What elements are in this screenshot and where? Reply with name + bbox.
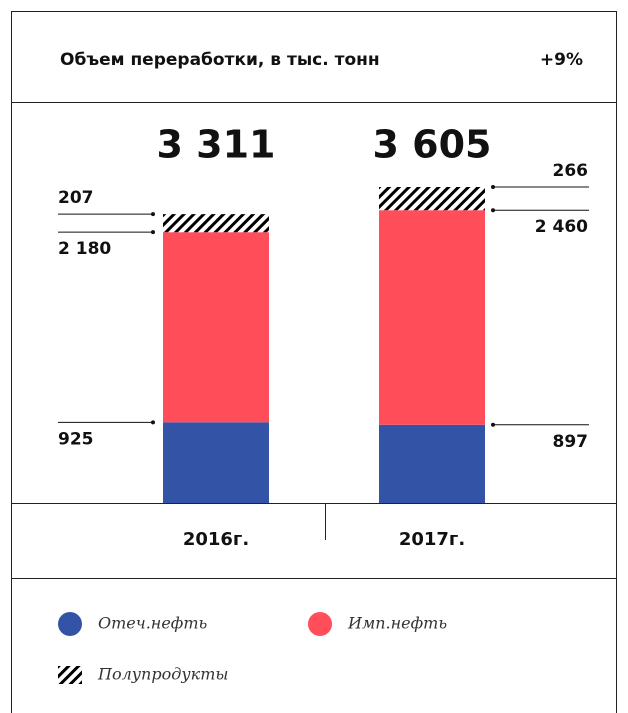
bar-segment: [379, 210, 485, 425]
value-label: 2 460: [535, 217, 588, 237]
total-label: 3 605: [373, 123, 492, 167]
bar-segment: [163, 214, 269, 233]
value-label: 266: [553, 161, 589, 181]
legend-swatch: [58, 612, 82, 636]
leader-dot: [491, 208, 495, 213]
bar-segment: [379, 424, 485, 503]
leader-dot: [491, 422, 495, 427]
leader-dot: [151, 420, 155, 425]
value-label: 897: [553, 432, 589, 452]
bar-segment: [379, 187, 485, 211]
leader-dot: [151, 212, 155, 217]
legend-label: Имп.нефть: [347, 614, 447, 633]
legend-swatch: [308, 612, 332, 636]
leader-dot: [491, 185, 495, 189]
bar-segment: [163, 422, 269, 503]
legend-label: Отеч.нефть: [98, 614, 207, 633]
chart-title: Объем переработки, в тыс. тонн: [60, 50, 380, 70]
value-label: 2 180: [58, 239, 111, 259]
frame: [11, 11, 617, 713]
x-tick-label: 2016г.: [183, 529, 249, 550]
leader-dot: [151, 230, 155, 235]
bar-segment: [163, 232, 269, 423]
x-tick-label: 2017г.: [399, 529, 465, 550]
value-label: 925: [58, 429, 94, 449]
legend-swatch: [58, 666, 82, 684]
legend-label: Полупродукты: [97, 665, 228, 684]
total-label: 3 311: [157, 123, 276, 167]
value-label: 207: [58, 188, 94, 208]
annotation: +9%: [540, 50, 583, 70]
